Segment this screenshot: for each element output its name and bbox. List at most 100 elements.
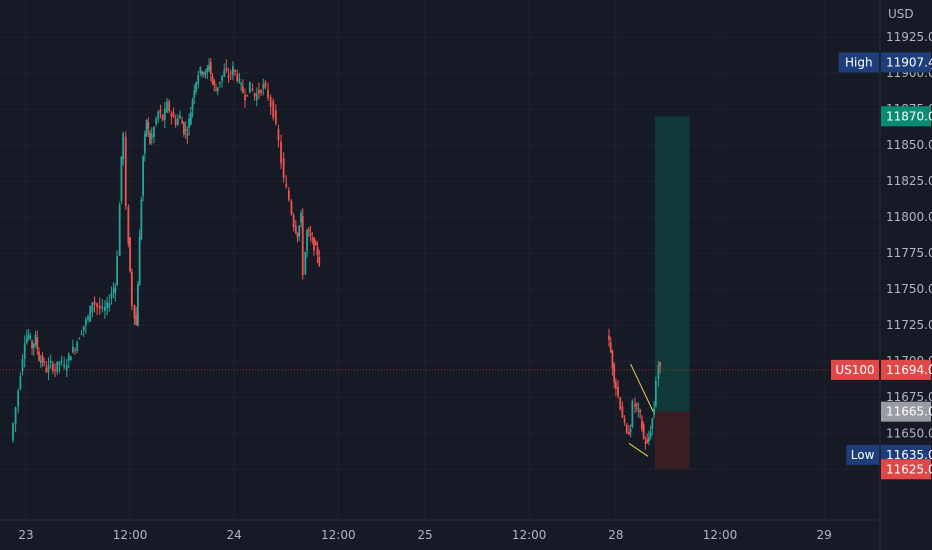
wedge-lower-line[interactable] — [628, 442, 649, 457]
candle-body — [25, 337, 28, 343]
candle-body — [646, 439, 649, 443]
candle-body — [625, 424, 628, 433]
candle-body — [124, 136, 127, 207]
candle-body — [54, 369, 56, 371]
candle-body — [287, 190, 290, 201]
candle-body — [142, 156, 145, 196]
candle-body — [133, 305, 136, 319]
candle-body — [298, 225, 301, 236]
candle-body — [309, 233, 312, 236]
candle-body — [314, 241, 317, 246]
candle-body — [51, 363, 54, 372]
candle-body — [304, 251, 307, 275]
candle-body — [78, 338, 81, 340]
candle-body — [253, 93, 256, 97]
time-axis[interactable]: 23 12:00 24 12:00 25 12:00 28 12:00 29 — [18, 528, 831, 542]
candle-body — [223, 69, 226, 77]
x-tick-label: 29 — [816, 528, 831, 542]
x-tick-label: 25 — [417, 528, 432, 542]
candle-body — [138, 236, 141, 286]
candle-body — [267, 89, 269, 98]
candle-body — [231, 66, 234, 76]
candle-body — [211, 76, 214, 84]
candle-body — [206, 68, 209, 73]
y-tick-label: 11850.0 — [886, 138, 932, 152]
candle-body — [280, 141, 282, 163]
candle-body — [71, 346, 74, 353]
candle-body — [96, 303, 99, 308]
candle-body — [153, 127, 155, 137]
candle-body — [43, 361, 46, 363]
candle-body — [104, 306, 106, 311]
candle-body — [179, 114, 181, 119]
x-tick-label: 24 — [227, 528, 242, 542]
candle-body — [272, 100, 275, 118]
candle-body — [229, 72, 232, 74]
candle-body — [63, 364, 66, 368]
candle-body — [285, 183, 288, 188]
currency-label: USD — [888, 7, 914, 21]
candle-body — [143, 134, 146, 154]
candle-body — [114, 287, 117, 294]
x-tick-label: 12:00 — [321, 528, 356, 542]
candle-body — [161, 114, 164, 121]
candle-body — [91, 302, 94, 313]
candle-body — [218, 81, 221, 84]
candle-body — [163, 108, 166, 121]
candle-body — [204, 73, 207, 75]
candle-body — [208, 65, 210, 70]
candle-body — [236, 74, 239, 81]
candle-body — [227, 75, 230, 77]
candle-body — [258, 90, 260, 94]
y-tick-label: 11650.0 — [886, 426, 932, 440]
candle-body — [213, 80, 216, 86]
candle-body — [58, 361, 61, 365]
y-tick-label: 11725.0 — [886, 318, 932, 332]
candle-body — [129, 237, 131, 272]
candle-body — [137, 284, 139, 327]
candle-body — [170, 113, 173, 117]
candles — [12, 58, 662, 450]
price-tag-box — [881, 359, 931, 380]
candle-body — [45, 367, 48, 373]
price-tag-name: Low — [851, 448, 875, 462]
candle-body — [127, 207, 130, 244]
candle-body — [159, 109, 162, 114]
price-tag: 11665.0 — [881, 401, 932, 422]
candle-body — [644, 442, 647, 444]
y-tick-label: 11925.0 — [886, 30, 932, 44]
candle-body — [34, 334, 37, 345]
price-tag: 11907.4 High — [838, 52, 932, 73]
candle-body — [313, 237, 315, 251]
x-tick-label: 12:00 — [113, 528, 148, 542]
candle-body — [195, 82, 197, 92]
candle-body — [76, 342, 79, 351]
candle-body — [221, 75, 223, 81]
price-tag: 11870.0 — [881, 106, 932, 127]
candle-body — [197, 75, 200, 85]
candle-body — [31, 340, 33, 349]
candle-body — [149, 132, 151, 144]
price-tag-value: 11694.0 — [886, 363, 932, 377]
price-tag-box — [881, 459, 931, 480]
candle-body — [201, 71, 204, 75]
candle-body — [209, 62, 212, 74]
wedge-upper-line[interactable] — [630, 363, 654, 412]
price-tag-name-box — [831, 359, 879, 380]
candle-body — [654, 380, 657, 407]
candle-body — [294, 225, 297, 233]
price-tag-box — [881, 401, 931, 422]
candle-body — [659, 362, 662, 367]
position-zones — [654, 116, 690, 470]
candle-body — [628, 432, 630, 435]
candle-body — [106, 302, 109, 309]
candle-body — [234, 70, 236, 72]
candle-body — [184, 129, 187, 132]
candle-body — [14, 407, 17, 425]
candle-body — [290, 201, 293, 215]
loss-zone[interactable] — [654, 411, 690, 470]
candle-body — [642, 424, 645, 439]
candle-body — [318, 256, 321, 266]
candle-body — [639, 410, 642, 413]
